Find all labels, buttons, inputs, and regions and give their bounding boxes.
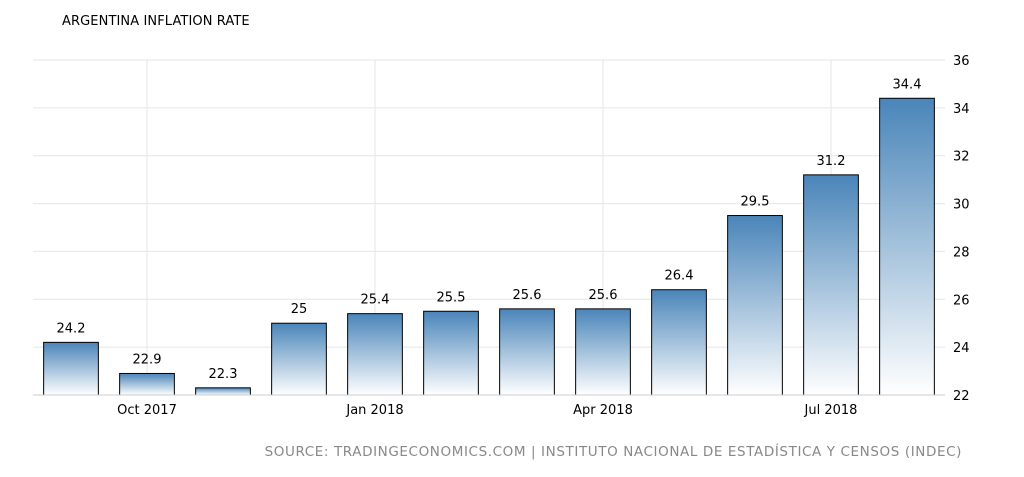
- y-tick-label: 28: [953, 245, 970, 260]
- bar: [651, 289, 707, 396]
- chart-title: ARGENTINA INFLATION RATE: [62, 14, 250, 29]
- y-tick-label: 22: [953, 389, 970, 404]
- y-tick-label: 36: [953, 54, 970, 69]
- bar: [43, 341, 99, 396]
- data-label: 26.4: [665, 269, 694, 284]
- data-label: 22.9: [133, 352, 162, 367]
- bar: [499, 308, 555, 396]
- bar: [879, 97, 935, 396]
- bar: [423, 310, 479, 396]
- data-label: 22.3: [209, 367, 238, 382]
- bar: [803, 174, 859, 396]
- bar: [271, 322, 327, 396]
- y-tick-label: 32: [953, 150, 970, 165]
- x-tick-label: Jan 2018: [345, 403, 403, 418]
- bar: [575, 308, 631, 396]
- y-tick-label: 34: [953, 102, 970, 117]
- axes: 22 24 26 28 30 32 34 36 Oct 2017 Jan 2018 Apr 2018…: [33, 54, 970, 418]
- x-tick-label: Apr 2018: [573, 403, 633, 418]
- data-label: 24.2: [57, 321, 86, 336]
- data-label: 29.5: [741, 195, 770, 210]
- x-tick-label: Oct 2017: [117, 403, 177, 418]
- source-note: SOURCE: TRADINGECONOMICS.COM | INSTITUTO…: [264, 444, 962, 460]
- bar: [119, 372, 175, 396]
- x-tick-label: Jul 2018: [804, 403, 858, 418]
- data-label: 25.6: [589, 288, 618, 303]
- data-label: 34.4: [893, 77, 922, 92]
- y-tick-label: 24: [953, 341, 970, 356]
- data-label: 31.2: [817, 154, 846, 169]
- data-label: 25.6: [513, 288, 542, 303]
- bars: [43, 97, 935, 396]
- data-label: 25: [291, 302, 308, 317]
- data-labels: 24.2 22.9 22.3 25 25.4 25.5 25.6 25.6 26.4 29.5 31…: [57, 77, 922, 382]
- bar: [347, 313, 403, 396]
- y-tick-label: 26: [953, 293, 970, 308]
- y-tick-label: 30: [953, 198, 970, 213]
- data-label: 25.4: [361, 293, 390, 308]
- bar: [195, 387, 251, 396]
- bar: [727, 215, 783, 396]
- data-label: 25.5: [437, 290, 466, 305]
